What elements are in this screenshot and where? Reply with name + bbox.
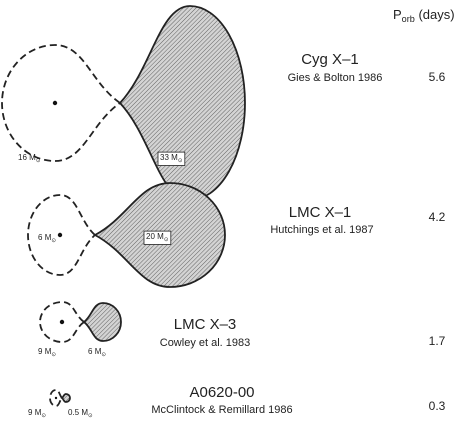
- period: 1.7: [429, 334, 446, 348]
- period: 0.3: [429, 399, 446, 413]
- mass-label: 6 M⊙: [38, 233, 56, 244]
- compact-object: [58, 233, 62, 237]
- mass-subscript: ⊙: [178, 158, 183, 164]
- period: 4.2: [429, 210, 446, 224]
- compact-object: [55, 397, 57, 399]
- mass-subscript: ⊙: [51, 352, 56, 358]
- mass-label: 9 M⊙: [38, 347, 56, 358]
- mass-number: 0.5: [68, 408, 80, 417]
- compact-lobe: [2, 45, 120, 161]
- mass-label: 9 M⊙: [28, 408, 46, 419]
- reference: Cowley et al. 1983: [160, 337, 251, 349]
- reference: Gies & Bolton 1986: [288, 72, 383, 84]
- mass-subscript: ⊙: [41, 413, 46, 419]
- donor-lobe: [120, 6, 245, 200]
- period: 5.6: [429, 70, 446, 84]
- mass-subscript: ⊙: [88, 413, 93, 419]
- mass-subscript: ⊙: [36, 158, 41, 164]
- compact-object: [60, 320, 64, 324]
- system-name: LMC X–3: [174, 316, 237, 333]
- system-name: Cyg X–1: [301, 51, 359, 68]
- figure: Porb (days) 16 M⊙33 M⊙Cyg X–1Gies & Bolt…: [0, 0, 470, 422]
- mass-subscript: ⊙: [164, 237, 169, 243]
- mass-label: 0.5 M⊙: [68, 408, 93, 419]
- mass-subscript: ⊙: [101, 352, 106, 358]
- reference: McClintock & Remillard 1986: [151, 404, 292, 416]
- period-header: Porb (days): [393, 7, 455, 24]
- donor-lobe: [62, 394, 70, 402]
- compact-object: [53, 101, 57, 105]
- system-name: LMC X–1: [289, 204, 352, 221]
- mass-subscript: ⊙: [51, 238, 56, 244]
- mass-label: 6 M⊙: [88, 347, 106, 358]
- reference: Hutchings et al. 1987: [270, 224, 373, 236]
- mass-label: 16 M⊙: [18, 153, 41, 164]
- system-name: A0620-00: [189, 384, 254, 401]
- donor-lobe: [84, 303, 121, 341]
